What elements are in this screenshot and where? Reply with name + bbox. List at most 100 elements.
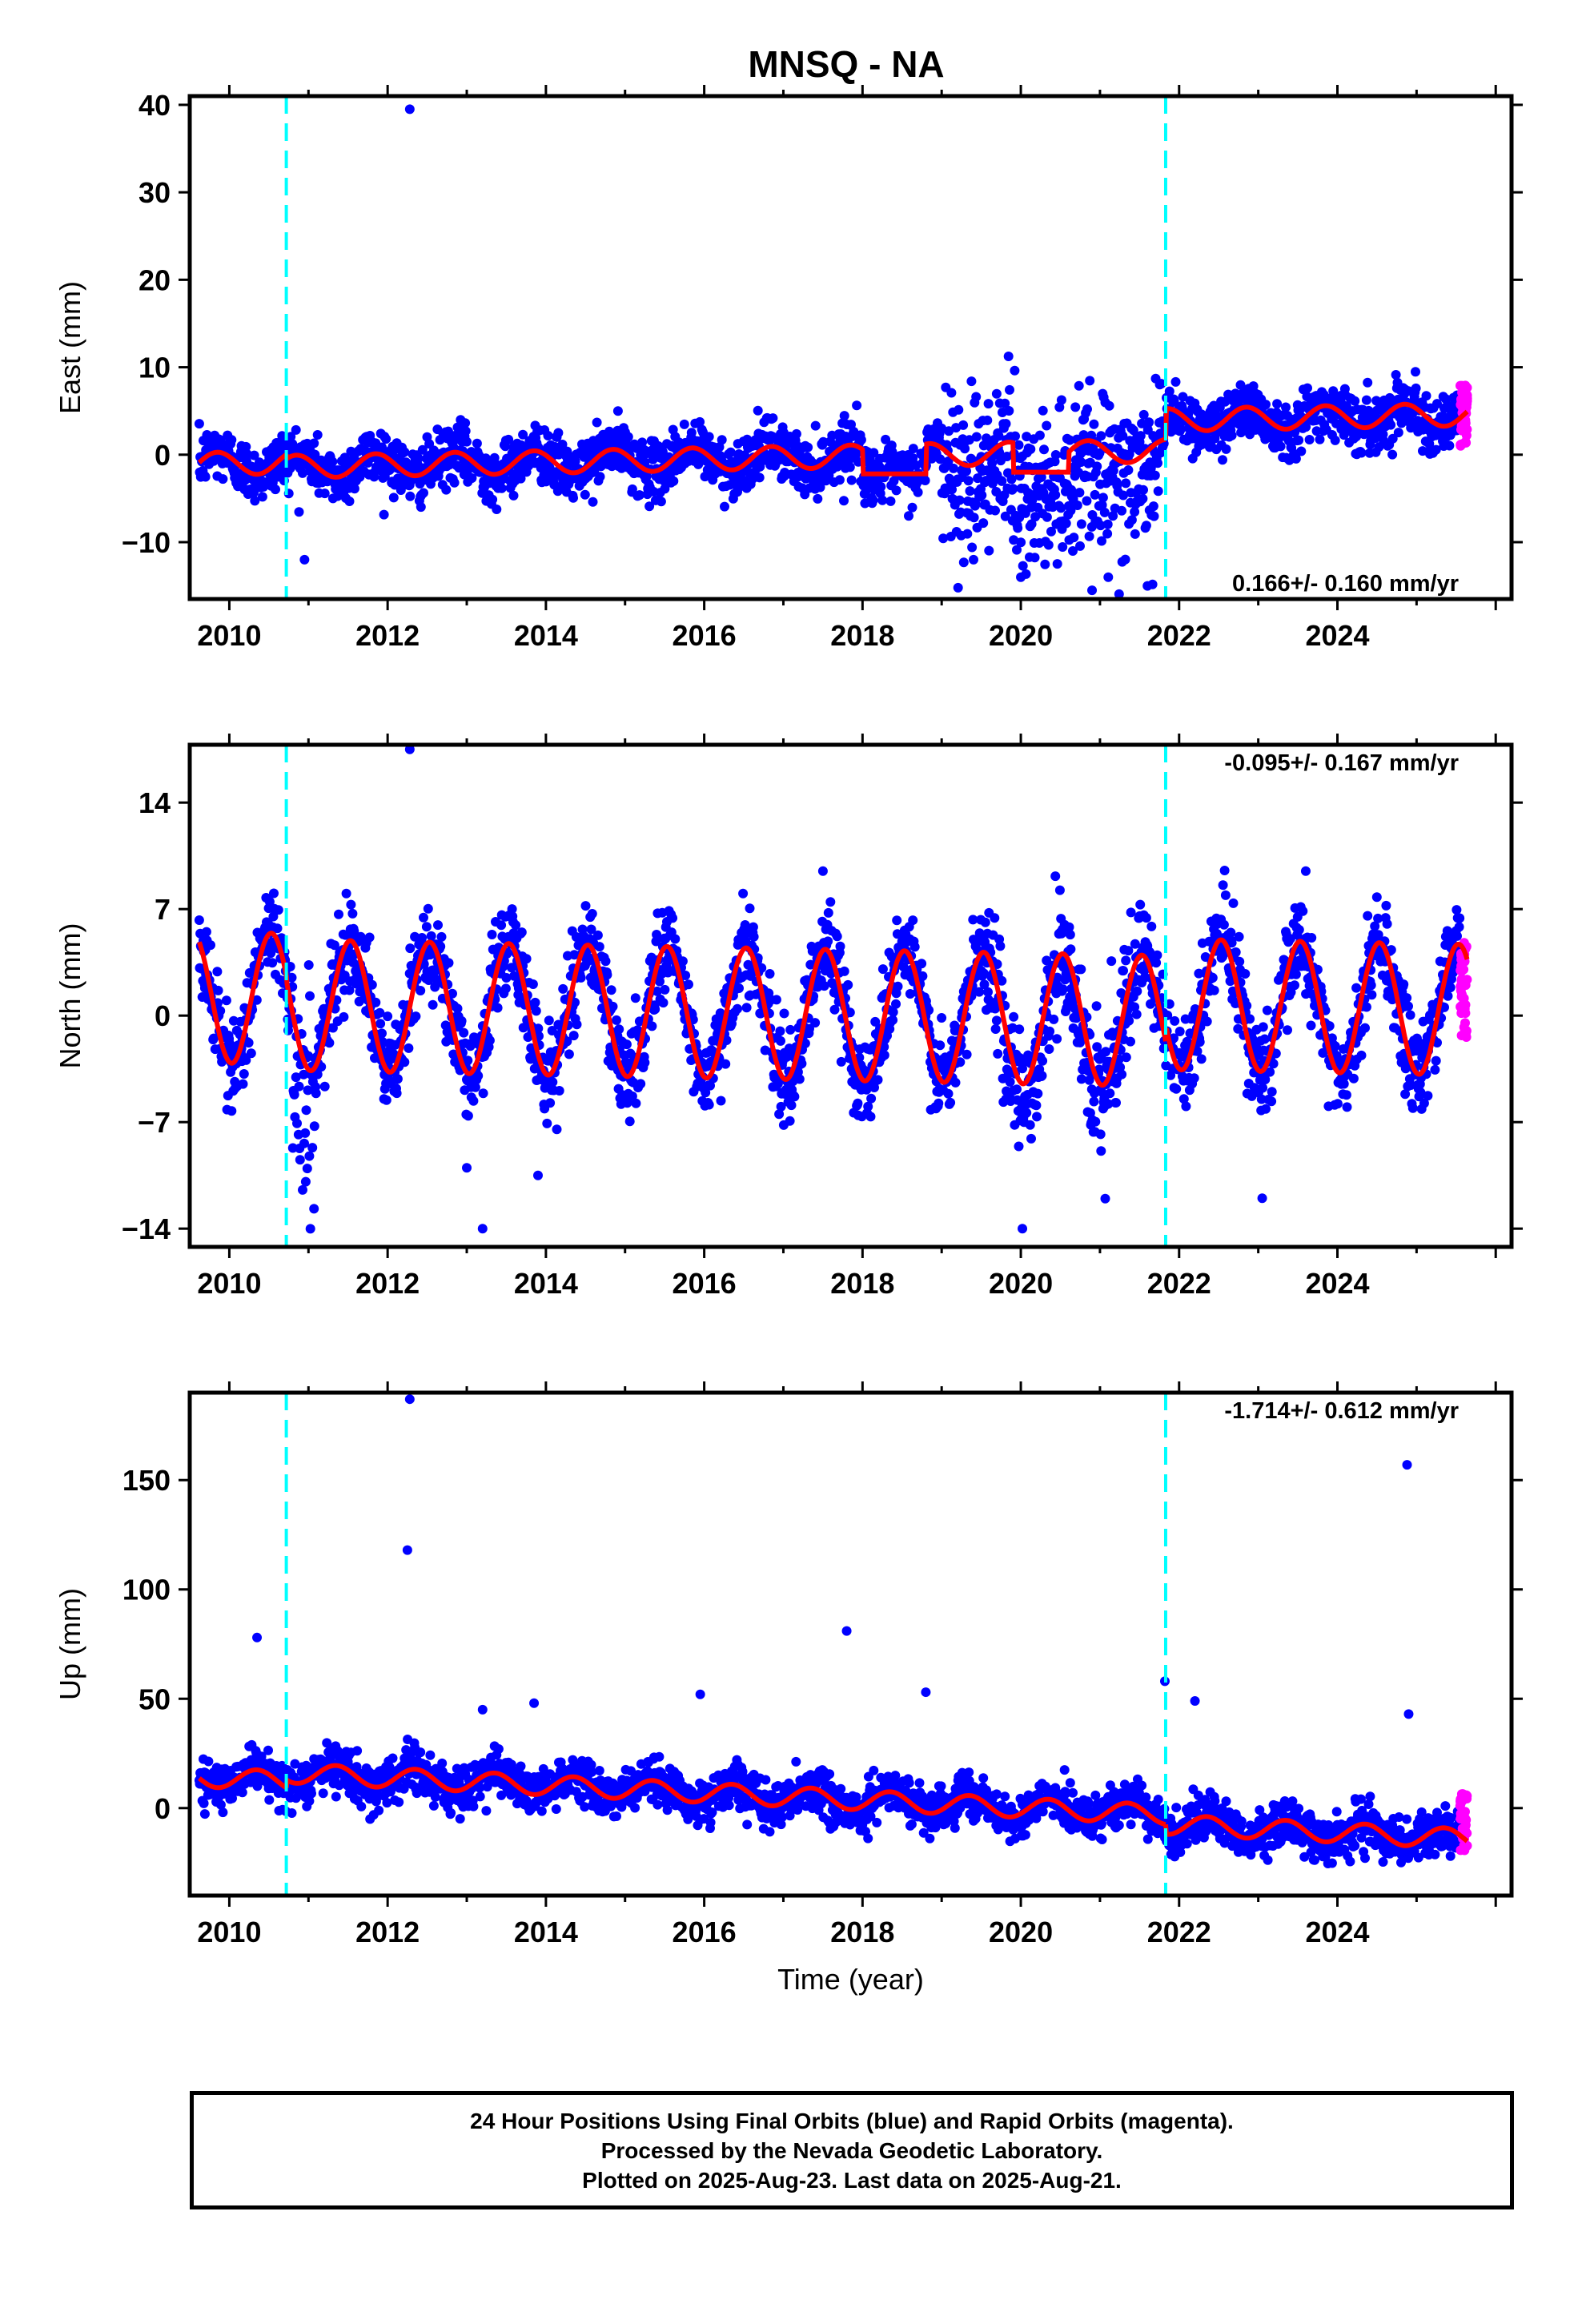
final-orbit-point [1164,386,1174,396]
final-orbit-point [371,997,381,1007]
final-orbit-point [1174,1027,1185,1036]
final-orbit-point [545,1098,556,1108]
final-orbit-point [405,943,416,954]
final-orbit-point [1306,1020,1316,1031]
final-orbit-point [909,942,920,952]
final-orbit-point [1001,419,1011,429]
final-orbit-point [1258,1022,1268,1032]
final-orbit-point [947,485,957,495]
final-orbit-point [1304,435,1315,444]
final-orbit-point [459,1027,469,1038]
final-orbit-point [1118,431,1128,441]
final-orbit-point [303,960,314,970]
final-orbit-point [843,979,853,990]
final-orbit-point [347,908,358,919]
final-orbit-point [987,458,998,468]
x-tick-label: 2010 [197,619,261,652]
final-orbit-point [888,1007,898,1017]
final-orbit-point [951,423,962,433]
final-orbit-point [194,915,204,925]
final-orbit-point [1170,1015,1180,1026]
final-orbit-point [965,486,975,497]
final-orbit-point [1202,1016,1212,1027]
final-orbit-point [436,941,446,951]
final-orbit-point [267,958,278,968]
outlier-point [1142,581,1153,591]
final-orbit-point [768,413,778,424]
final-orbit-point [1387,449,1398,460]
final-orbit-point [562,446,572,456]
final-orbit-point [720,501,729,512]
final-orbit-point [1245,1014,1255,1024]
final-orbit-point [1281,402,1291,412]
final-orbit-point [964,435,974,445]
final-orbit-point [905,989,915,999]
final-orbit-point [416,986,426,995]
final-orbit-point [1209,985,1219,995]
final-orbit-point [1056,395,1066,405]
final-orbit-point [746,967,757,978]
final-orbit-point [1373,913,1383,923]
final-orbit-point [785,1024,796,1035]
x-tick-label: 2018 [830,619,894,652]
final-orbit-point [935,454,946,464]
final-orbit-point [743,959,753,970]
final-orbit-point [1103,1099,1114,1109]
final-orbit-point [1242,1000,1252,1011]
final-orbit-point [416,502,426,513]
final-orbit-point [631,1098,641,1108]
final-orbit-point [800,1038,810,1048]
final-orbit-point [586,924,596,935]
final-orbit-point [496,920,507,931]
x-tick-label: 2014 [514,619,578,652]
final-orbit-point [528,979,538,989]
final-orbit-point [839,966,849,976]
final-orbit-point [303,1085,313,1096]
final-orbit-point [295,1155,305,1165]
final-orbit-point [622,1098,632,1108]
model-fit-line [1163,401,1469,440]
final-orbit-point [1009,535,1019,545]
rapid-orbit-point [1456,380,1465,391]
final-orbit-point [679,419,689,429]
final-orbit-point [606,985,616,995]
final-orbit-point [852,400,862,411]
final-orbit-point [946,388,957,398]
final-orbit-point [1196,1054,1207,1064]
final-orbit-point [309,438,319,448]
final-orbit-point [990,1024,1001,1034]
final-orbit-point [516,927,527,938]
final-orbit-point [531,1006,541,1016]
final-orbit-point [614,1024,624,1035]
final-orbit-point [1121,955,1131,966]
final-orbit-point [509,971,520,981]
final-orbit-point [1227,938,1237,948]
final-orbit-point [704,1100,714,1110]
final-orbit-point [1118,966,1128,976]
final-orbit-point [1393,428,1403,438]
final-orbit-point [1431,444,1441,455]
final-orbit-point [298,1184,307,1195]
final-orbit-point [1102,529,1113,539]
final-orbit-point [602,970,612,980]
final-orbit-point [1235,956,1245,967]
final-orbit-point [1054,402,1065,412]
final-orbit-point [327,456,338,467]
y-tick-label: 10 [139,352,171,384]
final-orbit-point [1130,939,1140,949]
final-orbit-point [302,1164,312,1174]
final-orbit-point [1444,440,1455,451]
final-orbit-point [1294,435,1304,445]
final-orbit-point [1005,1077,1015,1087]
final-orbit-point [938,533,949,544]
final-orbit-point [958,557,969,568]
final-orbit-point [1272,399,1283,409]
final-orbit-point [907,502,917,513]
final-orbit-point [426,931,436,941]
x-tick-label: 2022 [1147,619,1211,652]
final-orbit-point [1025,1120,1035,1130]
final-orbit-point [1219,866,1230,875]
final-orbit-point [1178,392,1188,402]
final-orbit-point [621,1039,632,1050]
final-orbit-point [1040,559,1050,569]
